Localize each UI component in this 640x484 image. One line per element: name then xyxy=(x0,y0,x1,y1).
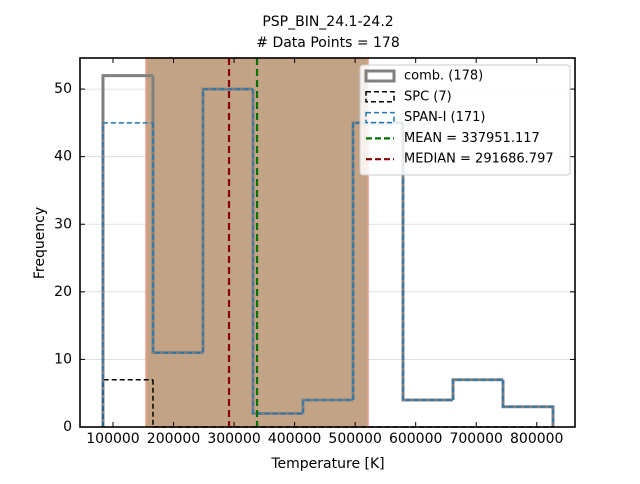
histogram-step xyxy=(451,378,504,400)
legend-box xyxy=(359,64,571,176)
legend-swatch xyxy=(364,69,396,83)
y-tick-label: 10 xyxy=(54,351,72,367)
histogram-step xyxy=(102,378,153,427)
legend-label: MEAN = 337951.117 xyxy=(404,131,540,146)
x-tick-label: 600000 xyxy=(389,431,442,447)
legend-swatch xyxy=(365,111,395,124)
chart-title: PSP_BIN_24.1-24.2 xyxy=(262,14,393,30)
histogram-step xyxy=(252,89,304,415)
y-tick-label: 40 xyxy=(54,149,72,165)
y-tick-label: 50 xyxy=(54,81,72,97)
legend-label: SPAN-I (171) xyxy=(404,110,486,125)
x-tick-label: 500000 xyxy=(328,431,381,447)
histogram-step xyxy=(152,122,203,354)
legend-label: SPC (7) xyxy=(404,89,452,104)
histogram-step xyxy=(302,399,354,414)
x-tick-label: 300000 xyxy=(207,431,260,447)
legend-label: comb. (178) xyxy=(404,69,483,84)
histogram-step xyxy=(502,379,554,427)
histogram-step xyxy=(402,122,454,401)
y-tick-label: 20 xyxy=(54,284,72,300)
legend-swatch xyxy=(365,91,395,103)
y-axis-label: Frequency xyxy=(32,207,48,279)
histogram-step xyxy=(151,75,203,355)
x-tick-label: 400000 xyxy=(268,431,321,447)
histogram-step xyxy=(102,122,153,427)
y-tick-label: 30 xyxy=(54,216,72,232)
legend-label: MEDIAN = 291686.797 xyxy=(404,152,554,167)
x-axis-label: Temperature [K] xyxy=(270,456,384,472)
y-tick-label: 0 xyxy=(63,419,72,435)
histogram-step xyxy=(501,379,555,427)
x-tick-label: 700000 xyxy=(449,431,502,447)
x-tick-label: 200000 xyxy=(147,431,200,447)
histogram-step xyxy=(202,88,253,353)
histogram-step xyxy=(352,122,404,400)
histogram-step xyxy=(452,378,504,400)
histogram-step xyxy=(101,74,153,427)
chart-subtitle: # Data Points = 178 xyxy=(256,35,399,51)
x-tick-label: 100000 xyxy=(86,431,139,447)
x-tick-label: 800000 xyxy=(510,431,563,447)
plot-frame xyxy=(79,57,576,428)
